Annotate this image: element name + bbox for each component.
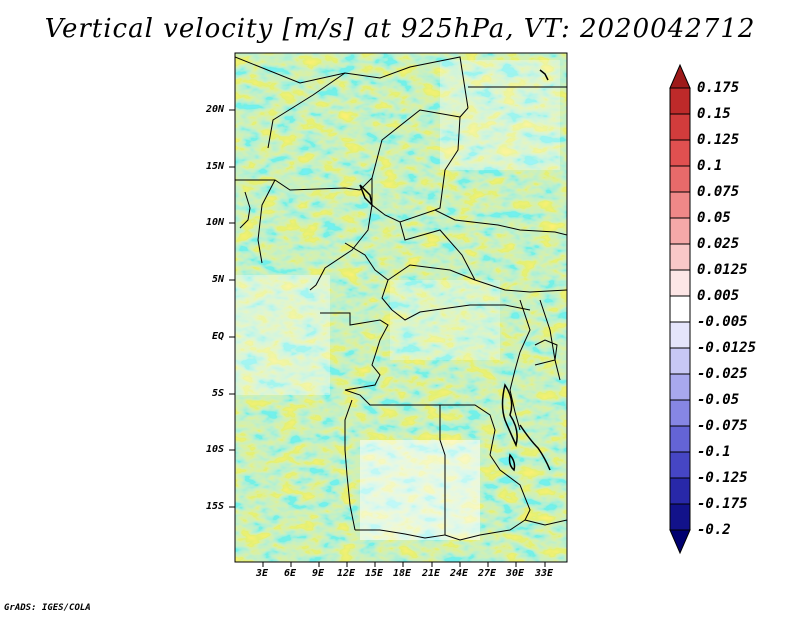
lon-label-24e: 24E bbox=[450, 568, 469, 579]
colorbar-label-4: 0.075 bbox=[697, 184, 740, 200]
lat-tick-marks bbox=[229, 109, 235, 508]
lon-label-21e: 21E bbox=[422, 568, 441, 579]
colorbar-seg-5 bbox=[669, 217, 691, 245]
colorbar-label-0: 0.175 bbox=[697, 80, 740, 96]
colorbar-label-8: 0.005 bbox=[697, 288, 740, 304]
lon-tick-marks bbox=[262, 562, 546, 567]
colorbar-label-15: -0.125 bbox=[697, 470, 748, 486]
colorbar bbox=[669, 63, 691, 555]
colorbar-label-12: -0.05 bbox=[697, 392, 740, 408]
lat-label-15n: 15N bbox=[206, 161, 225, 172]
colorbar-seg-16 bbox=[669, 503, 691, 531]
lat-label-eq: EQ bbox=[212, 331, 225, 342]
lat-label-10s: 10S bbox=[206, 444, 225, 455]
colorbar-seg-15 bbox=[669, 477, 691, 505]
colorbar-label-7: 0.0125 bbox=[697, 262, 748, 278]
colorbar-seg-13 bbox=[669, 425, 691, 453]
colorbar-bottom-arrow bbox=[669, 529, 691, 555]
colorbar-seg-7 bbox=[669, 269, 691, 297]
lon-label-18e: 18E bbox=[393, 568, 412, 579]
footer-credit: GrADS: IGES/COLA bbox=[4, 603, 91, 613]
colorbar-seg-11 bbox=[669, 373, 691, 401]
colorbar-label-17: -0.2 bbox=[697, 522, 731, 538]
colorbar-label-16: -0.175 bbox=[697, 496, 748, 512]
lon-label-30e: 30E bbox=[506, 568, 525, 579]
lon-label-15e: 15E bbox=[365, 568, 384, 579]
chart-title: Vertical velocity [m/s] at 925hPa, VT: 2… bbox=[44, 14, 756, 44]
lat-label-5n: 5N bbox=[212, 274, 225, 285]
lon-label-12e: 12E bbox=[337, 568, 356, 579]
colorbar-seg-2 bbox=[669, 139, 691, 167]
lon-label-9e: 9E bbox=[312, 568, 325, 579]
country-borders bbox=[235, 56, 567, 541]
colorbar-seg-10 bbox=[669, 347, 691, 375]
lon-label-33e: 33E bbox=[535, 568, 554, 579]
colorbar-seg-3 bbox=[669, 165, 691, 193]
velocity-field bbox=[235, 53, 567, 562]
colorbar-label-1: 0.15 bbox=[697, 106, 731, 122]
colorbar-seg-6 bbox=[669, 243, 691, 271]
lat-label-10n: 10N bbox=[206, 217, 225, 228]
colorbar-seg-1 bbox=[669, 113, 691, 141]
colorbar-seg-4 bbox=[669, 191, 691, 219]
colorbar-seg-8 bbox=[669, 295, 691, 323]
lat-label-20n: 20N bbox=[206, 104, 225, 115]
colorbar-label-9: -0.005 bbox=[697, 314, 748, 330]
colorbar-label-2: 0.125 bbox=[697, 132, 740, 148]
colorbar-seg-14 bbox=[669, 451, 691, 479]
colorbar-label-10: -0.0125 bbox=[697, 340, 757, 356]
colorbar-seg-9 bbox=[669, 321, 691, 349]
colorbar-label-11: -0.025 bbox=[697, 366, 748, 382]
lakes bbox=[359, 69, 551, 472]
colorbar-top-arrow bbox=[669, 63, 691, 89]
lat-label-5s: 5S bbox=[212, 388, 225, 399]
colorbar-seg-12 bbox=[669, 399, 691, 427]
colorbar-seg-0 bbox=[669, 87, 691, 115]
colorbar-label-14: -0.1 bbox=[697, 444, 731, 460]
lon-label-27e: 27E bbox=[478, 568, 497, 579]
plot-frame bbox=[234, 52, 568, 563]
colorbar-label-13: -0.075 bbox=[697, 418, 748, 434]
lon-label-6e: 6E bbox=[284, 568, 297, 579]
colorbar-label-5: 0.05 bbox=[697, 210, 731, 226]
colorbar-label-6: 0.025 bbox=[697, 236, 740, 252]
colorbar-label-3: 0.1 bbox=[697, 158, 723, 174]
lat-label-15s: 15S bbox=[206, 501, 225, 512]
lon-label-3e: 3E bbox=[256, 568, 269, 579]
